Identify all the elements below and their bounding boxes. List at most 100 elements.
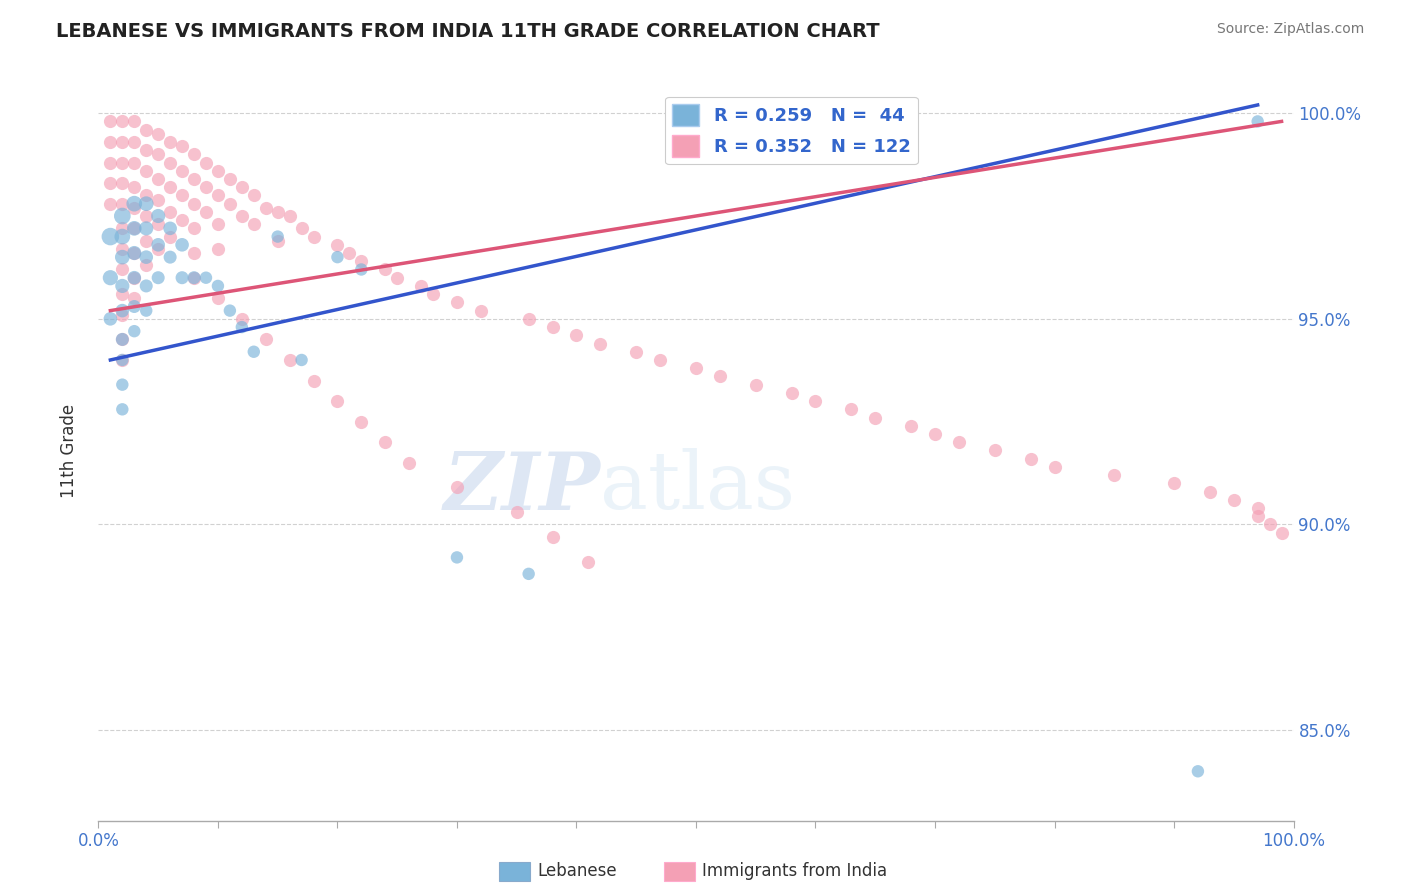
Text: Immigrants from India: Immigrants from India: [702, 863, 887, 880]
Point: [207, 242, 229, 256]
Point: [948, 435, 970, 450]
Point: [254, 201, 277, 215]
Point: [1247, 114, 1270, 128]
Point: [589, 336, 612, 351]
Point: [135, 221, 157, 235]
Point: [124, 300, 146, 314]
Point: [195, 180, 218, 194]
Point: [470, 303, 492, 318]
Point: [98, 270, 122, 285]
Point: [924, 427, 946, 442]
Point: [183, 246, 205, 260]
Point: [111, 332, 134, 346]
Point: [148, 127, 170, 141]
Point: [111, 303, 134, 318]
Point: [219, 303, 242, 318]
Text: ZIP: ZIP: [443, 449, 600, 526]
Point: [148, 270, 170, 285]
Point: [111, 332, 134, 346]
Point: [183, 270, 205, 285]
Point: [446, 295, 468, 310]
Point: [1043, 459, 1066, 474]
Point: [398, 456, 420, 470]
Point: [172, 139, 194, 153]
Point: [565, 328, 588, 343]
Point: [124, 221, 146, 235]
Point: [148, 242, 170, 256]
Point: [111, 353, 134, 368]
Point: [148, 147, 170, 161]
Point: [148, 193, 170, 207]
Point: [291, 353, 314, 368]
Point: [841, 402, 863, 417]
Point: [159, 135, 181, 149]
Point: [385, 270, 409, 285]
Point: [98, 196, 122, 211]
Point: [172, 188, 194, 202]
Point: [124, 180, 146, 194]
Point: [135, 279, 157, 293]
Point: [267, 205, 290, 219]
Point: [506, 505, 529, 519]
Point: [1271, 525, 1294, 540]
Y-axis label: 11th Grade: 11th Grade: [59, 403, 77, 498]
Point: [207, 279, 229, 293]
Point: [231, 320, 253, 334]
Point: [745, 377, 768, 392]
Point: [135, 209, 157, 223]
Point: [578, 554, 600, 568]
Point: [111, 242, 134, 256]
Point: [374, 262, 396, 277]
Point: [98, 229, 122, 244]
Point: [124, 246, 146, 260]
Point: [124, 135, 146, 149]
Point: [219, 196, 242, 211]
Point: [243, 344, 266, 359]
Point: [326, 394, 349, 409]
Point: [195, 270, 218, 285]
Point: [648, 353, 672, 368]
Point: [326, 250, 349, 264]
Point: [111, 176, 134, 190]
Point: [195, 205, 218, 219]
Point: [159, 180, 181, 194]
Point: [207, 291, 229, 305]
Point: [124, 270, 146, 285]
Point: [326, 237, 349, 252]
Point: [231, 180, 253, 194]
Point: [124, 270, 146, 285]
FancyBboxPatch shape: [499, 862, 530, 881]
Point: [148, 209, 170, 223]
Point: [254, 332, 277, 346]
Point: [1163, 476, 1185, 491]
Point: [183, 221, 205, 235]
Point: [135, 234, 157, 248]
Point: [111, 196, 134, 211]
Point: [172, 270, 194, 285]
Text: LEBANESE VS IMMIGRANTS FROM INDIA 11TH GRADE CORRELATION CHART: LEBANESE VS IMMIGRANTS FROM INDIA 11TH G…: [56, 22, 880, 41]
Point: [124, 155, 146, 169]
Point: [124, 221, 146, 235]
Point: [135, 303, 157, 318]
Point: [111, 250, 134, 264]
Point: [135, 143, 157, 157]
Point: [124, 324, 146, 338]
Point: [159, 155, 181, 169]
Point: [350, 262, 373, 277]
Point: [804, 394, 827, 409]
Point: [135, 196, 157, 211]
Point: [422, 287, 444, 301]
Point: [900, 418, 922, 433]
Point: [446, 480, 468, 494]
Point: [172, 163, 194, 178]
Point: [111, 221, 134, 235]
Point: [243, 188, 266, 202]
Point: [339, 246, 361, 260]
Point: [517, 566, 540, 581]
Point: [231, 311, 253, 326]
Point: [865, 410, 887, 425]
Point: [159, 229, 181, 244]
Point: [278, 209, 301, 223]
Point: [446, 550, 468, 565]
Point: [135, 258, 157, 272]
